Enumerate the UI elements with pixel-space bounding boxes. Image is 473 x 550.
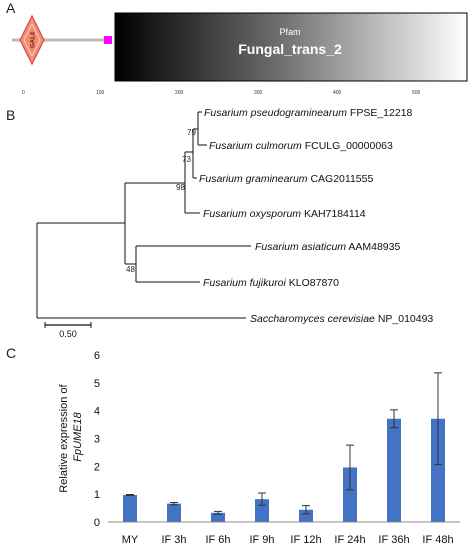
- x-tick-label: IF 24h: [334, 534, 365, 546]
- x-tick-label: IF 9h: [249, 534, 274, 546]
- taxon-label: Fusarium pseudograminearum FPSE_12218: [204, 107, 413, 119]
- error-bar: [434, 372, 442, 466]
- bootstrap-48: 48: [126, 265, 135, 274]
- x-tick-label: IF 3h: [161, 534, 186, 546]
- gal4-domain-diamond: [19, 14, 45, 66]
- bar: [211, 512, 225, 522]
- bar: [343, 467, 357, 522]
- ruler-tick-400: 400: [333, 90, 342, 96]
- taxon-label: Saccharomyces cerevisiae NP_010493: [250, 313, 433, 325]
- taxon-label: Fusarium asiaticum AAM48935: [255, 241, 400, 253]
- x-tick-label: IF 6h: [205, 534, 230, 546]
- error-bar: [346, 444, 354, 491]
- pfam-domain-box: [114, 12, 468, 82]
- taxon-label: Fusarium oxysporum KAH7184114: [203, 208, 366, 220]
- sequence-ruler: 0 100 200 300 400 500: [22, 90, 421, 96]
- bar: [431, 418, 445, 522]
- x-tick-label: IF 12h: [290, 534, 321, 546]
- y-axis-ticks: 0 1 2 3 4 5 6: [94, 350, 100, 529]
- x-tick-label: IF 36h: [378, 534, 409, 546]
- taxon-labels: Fusarium pseudograminearum FPSE_12218 Fu…: [199, 107, 433, 325]
- x-tick-label: MY: [122, 534, 139, 546]
- domain-map: GAL4 Pfam Fungal_trans_2 0 100 200 300 4…: [12, 12, 468, 96]
- panel-label-a: A: [6, 0, 16, 16]
- taxon-label: Fusarium graminearum CAG2011555: [199, 173, 373, 185]
- scale-bar-label: 0.50: [59, 329, 77, 339]
- x-tick-label: IF 48h: [422, 534, 453, 546]
- bar: [167, 503, 181, 522]
- y-tick-label: 0: [94, 517, 100, 529]
- gal4-label: GAL4: [31, 31, 37, 48]
- bootstrap-73: 73: [182, 155, 191, 164]
- bootstrap-79: 79: [187, 128, 196, 137]
- panel-label-b: B: [6, 107, 15, 123]
- error-bar: [302, 505, 310, 515]
- bar: [299, 509, 313, 522]
- linker-motif: [104, 36, 112, 44]
- y-tick-label: 5: [94, 378, 100, 390]
- domain-name-label: Fungal_trans_2: [238, 41, 342, 57]
- scale-bar: 0.50: [44, 322, 92, 339]
- ruler-tick-500: 500: [412, 90, 421, 96]
- panel-label-c: C: [6, 345, 16, 361]
- gal4-domain-inner: [23, 23, 41, 57]
- ruler-tick-100: 100: [96, 90, 105, 96]
- ruler-tick-300: 300: [254, 90, 263, 96]
- pfam-label: Pfam: [279, 27, 300, 37]
- bar: [387, 418, 401, 522]
- y-axis-label-gene: FpUME18: [72, 411, 84, 461]
- error-bar: [258, 492, 266, 506]
- error-bar: [170, 502, 178, 506]
- ruler-tick-0: 0: [22, 90, 25, 96]
- x-axis-ticks: MY IF 3h IF 6h IF 9h IF 12h IF 24h IF 36h IF 48…: [122, 534, 454, 546]
- expression-chart: Relative expression of FpUME18 0 1 2 3 4 5 6 M…: [58, 350, 460, 546]
- error-bar: [214, 510, 222, 515]
- y-tick-label: 2: [94, 461, 100, 473]
- bar: [123, 495, 137, 522]
- taxon-label: Fusarium culmorum FCULG_00000063: [209, 140, 393, 152]
- taxon-label: Fusarium fujikuroi KLO87870: [203, 277, 339, 289]
- y-tick-label: 6: [94, 350, 100, 362]
- bars: [123, 372, 445, 522]
- y-axis-label-prefix: Relative expression of: [58, 383, 70, 492]
- phylogenetic-tree: [36, 111, 251, 319]
- ruler-tick-200: 200: [175, 90, 184, 96]
- y-tick-label: 1: [94, 489, 100, 501]
- error-bar: [126, 493, 134, 497]
- y-tick-label: 3: [94, 434, 100, 446]
- y-axis-label: Relative expression of FpUME18: [58, 381, 84, 492]
- bootstrap-values: 79 73 98 48: [126, 128, 196, 274]
- y-tick-label: 4: [94, 406, 100, 418]
- error-bar: [390, 409, 398, 429]
- bootstrap-98: 98: [176, 183, 185, 192]
